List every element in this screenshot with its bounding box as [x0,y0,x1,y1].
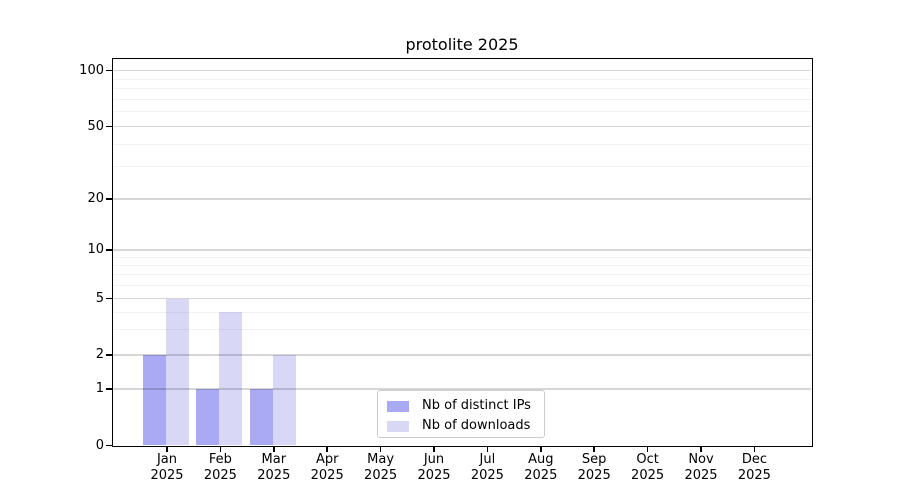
x-tick-mark-mar [273,446,275,452]
legend-label-distinct-ips: Nb of distinct IPs [422,398,531,413]
bar-jan-series1 [166,298,189,445]
x-tick-mark-sep [593,446,595,452]
gridline-minor-40 [113,143,811,145]
bar-feb-series1 [219,312,243,445]
y-tick-label-0: 0 [95,437,104,453]
x-tick-label-may: May 2025 [364,452,398,483]
x-tick-mark-jun [433,446,435,452]
x-tick-label-sep: Sep 2025 [577,452,611,483]
bar-mar-series1 [272,355,296,445]
y-tick-label-1: 1 [95,381,104,396]
gridline-major-10 [113,249,811,251]
gridline-major-50 [113,125,811,128]
x-tick-label-mar: Mar 2025 [257,452,291,483]
y-tick-mark-20 [106,198,113,200]
legend-swatch-distinct-ips [387,400,409,412]
gridline-major-2 [113,354,811,356]
x-tick-label-dec: Dec 2025 [737,452,771,483]
x-tick-label-jul: Jul 2025 [470,452,504,483]
y-tick-label-20: 20 [87,191,104,206]
y-tick-label-2: 2 [95,347,104,362]
chart-title: protolite 2025 [405,35,519,54]
x-tick-label-jun: Jun 2025 [417,452,451,483]
gridline-minor-7 [113,274,811,276]
gridline-major-1 [113,388,811,390]
y-tick-label-5: 5 [95,290,104,306]
x-tick-label-feb: Feb 2025 [203,452,237,483]
y-tick-mark-100 [106,69,113,72]
gridline-minor-9 [113,256,811,258]
x-tick-mark-jan [166,446,168,452]
x-tick-mark-oct [646,446,649,452]
y-tick-mark-5 [106,297,113,300]
x-tick-mark-may [379,446,382,452]
gridline-minor-30 [113,166,811,168]
x-tick-label-oct: Oct 2025 [631,452,665,483]
gridline-major-20 [113,198,811,200]
x-tick-label-aug: Aug 2025 [524,452,558,483]
gridline-minor-3 [113,329,811,331]
y-tick-mark-0 [106,444,113,447]
gridline-minor-70 [113,98,811,100]
gridline-major-100 [113,69,811,72]
x-tick-mark-dec [753,446,756,452]
legend-item-downloads: Nb of downloads [387,417,535,435]
legend-swatch-downloads [387,420,409,432]
y-tick-label-100: 100 [79,62,104,78]
y-tick-mark-50 [106,125,113,128]
gridline-minor-4 [113,311,811,313]
gridline-minor-80 [113,88,811,90]
x-tick-mark-aug [540,446,542,452]
legend: Nb of distinct IPs Nb of downloads [377,390,545,438]
legend-item-distinct-ips: Nb of distinct IPs [387,397,535,415]
gridline-major-5 [113,297,811,300]
x-tick-label-jan: Jan 2025 [150,452,184,483]
x-tick-mark-jul [486,446,489,452]
x-tick-mark-feb [219,446,222,452]
x-tick-mark-apr [326,446,328,452]
bar-feb-series0 [196,389,220,445]
bar-mar-series0 [249,389,273,445]
x-tick-label-apr: Apr 2025 [310,452,344,483]
plot-area [113,59,811,445]
y-tick-mark-1 [106,388,113,390]
gridline-minor-60 [113,111,811,113]
y-tick-mark-10 [106,249,113,251]
y-tick-label-50: 50 [87,118,104,134]
gridline-minor-6 [113,285,811,287]
x-tick-mark-nov [700,446,702,452]
x-tick-label-nov: Nov 2025 [684,452,718,483]
bar-jan-series0 [143,355,166,445]
y-tick-mark-2 [106,354,113,356]
gridline-minor-90 [113,78,811,80]
y-tick-label-10: 10 [87,242,104,257]
legend-label-downloads: Nb of downloads [422,418,531,433]
gridline-minor-8 [113,265,811,267]
